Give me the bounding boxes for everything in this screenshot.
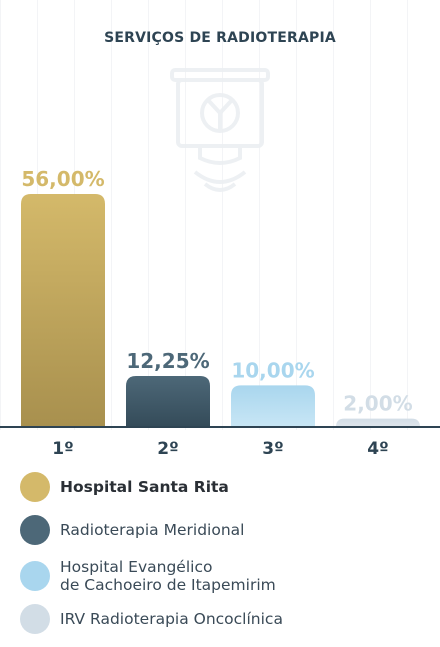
category-label-4: 4º [367, 439, 388, 459]
legend-swatch [20, 472, 50, 502]
legend-label: IRV Radioterapia Oncoclínica [60, 610, 283, 628]
bar-chart: 56,00% 1º 12,25% 2º 10,00% 3º 2,00% 4º [0, 68, 440, 459]
legend-label: Radioterapia Meridional [60, 521, 245, 539]
legend-item-2: Radioterapia Meridional [20, 515, 430, 545]
bar-value-label-4: 2,00% [343, 392, 412, 416]
legend-label: Hospital Evangélico de Cachoeiro de Itap… [60, 558, 276, 594]
bar-value-label-1: 56,00% [21, 167, 104, 191]
legend-swatch [20, 604, 50, 634]
legend-item-4: IRV Radioterapia Oncoclínica [20, 604, 430, 634]
bar-1 [21, 194, 105, 427]
legend-swatch [20, 515, 50, 545]
legend-swatch [20, 561, 50, 591]
radiation-machine-icon [170, 68, 270, 192]
legend: Hospital Santa Rita Radioterapia Meridion… [20, 472, 430, 647]
category-label-1: 1º [52, 439, 73, 459]
bar-value-label-3: 10,00% [231, 358, 314, 382]
category-label-2: 2º [157, 439, 178, 459]
bar-4 [336, 418, 420, 427]
chart-title: SERVIÇOS DE RADIOTERAPIA [104, 30, 336, 46]
legend-label: Hospital Santa Rita [60, 478, 229, 496]
bar-2 [126, 376, 210, 427]
category-label-3: 3º [262, 439, 283, 459]
bar-value-label-2: 12,25% [126, 349, 209, 373]
bar-3 [231, 385, 315, 427]
legend-item-3: Hospital Evangélico de Cachoeiro de Itap… [20, 558, 430, 594]
legend-item-1: Hospital Santa Rita [20, 472, 430, 502]
